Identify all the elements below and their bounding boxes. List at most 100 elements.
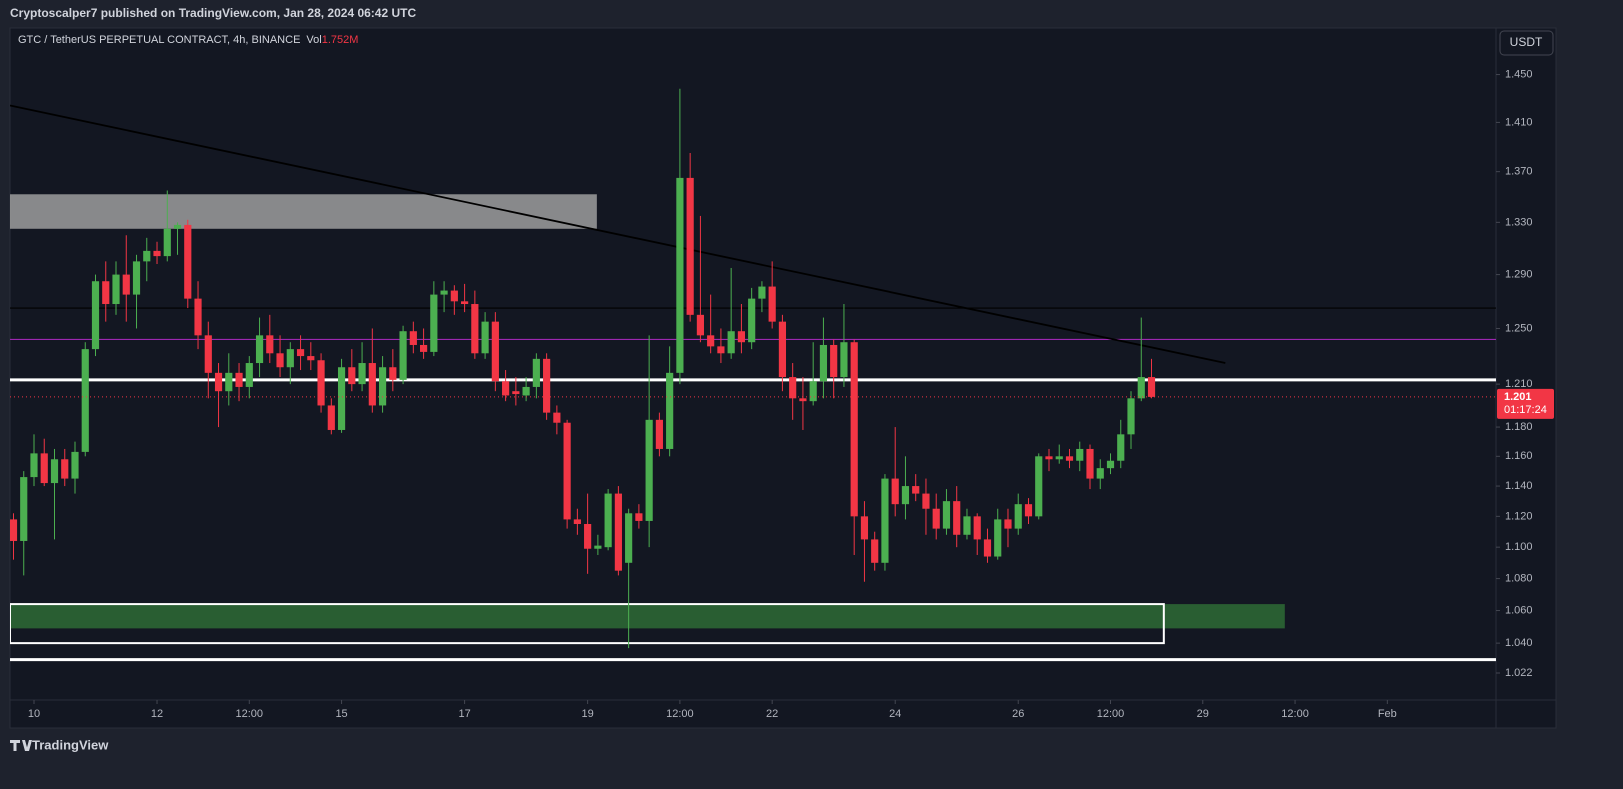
candle-body [245, 363, 253, 387]
x-tick-label: 19 [582, 708, 594, 720]
candle-body [132, 261, 141, 295]
candle-body [286, 349, 294, 368]
candle-body [81, 349, 89, 452]
candle-body [296, 349, 305, 357]
candle-body [112, 274, 120, 305]
candle-body [430, 294, 438, 352]
x-tick-label: 26 [1012, 708, 1024, 720]
candle-body [276, 353, 284, 368]
candle-body [850, 342, 858, 517]
volume: 1.752M [322, 34, 359, 46]
candle-body [1117, 434, 1125, 461]
candle-body [758, 286, 766, 299]
candle-body [409, 331, 417, 345]
x-tick-label: 22 [766, 708, 778, 720]
candle-body [809, 381, 817, 402]
y-tick-label: 1.330 [1505, 216, 1533, 228]
candle-body [399, 331, 407, 380]
candle-body [1106, 460, 1115, 469]
candle-body [91, 281, 100, 350]
candle-body [173, 224, 182, 229]
y-tick-label: 1.040 [1505, 637, 1533, 649]
last-price: 1.201 [1504, 391, 1532, 403]
zone [10, 604, 1285, 629]
candle-body [983, 539, 992, 557]
candle-body [184, 224, 192, 299]
x-tick-label: Feb [1378, 708, 1397, 720]
currency[interactable]: USDT [1510, 35, 1543, 49]
candle-body [922, 493, 930, 509]
y-tick-label: 1.370 [1505, 166, 1533, 178]
candle-body [450, 290, 458, 302]
candle-body [1076, 448, 1084, 461]
candle-body [1024, 504, 1033, 517]
candle-body [963, 516, 971, 535]
legend: GTC / TetherUS PERPETUAL CONTRACT, 4h, B… [18, 34, 358, 46]
candle-body [1035, 456, 1043, 517]
candle-body [491, 321, 499, 382]
candle-body [61, 459, 69, 479]
candle-body [737, 331, 746, 343]
candle-body [799, 398, 807, 402]
candle-body [676, 177, 684, 373]
candle-body [10, 519, 18, 541]
candle-body [1065, 456, 1074, 461]
x-tick-label: 29 [1197, 708, 1209, 720]
candle-body [1055, 456, 1063, 460]
candle-body [994, 519, 1002, 557]
trend-line [10, 104, 1226, 364]
candle-body [584, 524, 592, 549]
candle-body [389, 367, 397, 380]
candle-body [255, 335, 264, 364]
candle-body [727, 331, 735, 354]
candle-body [1004, 519, 1012, 529]
x-tick-label: 12:00 [236, 708, 264, 720]
x-tick-label: 24 [889, 708, 901, 720]
candle-body [194, 298, 202, 336]
candle-body [901, 486, 910, 505]
candle-body [1127, 398, 1135, 435]
candle-body [655, 419, 663, 449]
candle-body [891, 478, 899, 505]
candle-body [502, 381, 510, 396]
candle-body [317, 360, 325, 406]
y-tick-label: 1.100 [1505, 541, 1533, 553]
volume-label: Vol [306, 34, 321, 46]
y-tick-label: 1.290 [1505, 268, 1533, 280]
candle-body [122, 274, 130, 295]
candle-body [153, 250, 161, 257]
candle-body [204, 335, 212, 373]
x-tick-label: 12:00 [1097, 708, 1125, 720]
plot [10, 88, 1496, 662]
candle-body [789, 377, 797, 399]
y-tick-label: 1.140 [1505, 480, 1533, 492]
candle-body [553, 412, 561, 423]
currency-button[interactable] [1499, 30, 1554, 56]
candle-body [50, 459, 59, 484]
candle-body [1137, 377, 1145, 399]
y-tick-label: 1.210 [1505, 378, 1533, 390]
candle-body [1045, 456, 1053, 460]
candle-body [717, 346, 725, 354]
candle-body [214, 372, 223, 392]
y-tick-label: 1.060 [1505, 604, 1533, 616]
candle-body [543, 358, 551, 413]
y-tick-label: 1.120 [1505, 510, 1533, 522]
candle-body [327, 405, 335, 430]
candle-body [163, 228, 171, 257]
legend-name: GTC / TetherUS PERPETUAL CONTRACT, 4h, B… [18, 34, 300, 46]
candle-body [1096, 468, 1104, 479]
candle-body [71, 451, 79, 479]
candle-body [419, 344, 428, 352]
y-tick-label: 1.180 [1505, 421, 1533, 433]
candle-body [686, 177, 694, 315]
x-tick-label: 15 [335, 708, 347, 720]
candle-body [40, 453, 48, 484]
candle-body [225, 372, 233, 392]
zone [10, 194, 597, 229]
drawings [10, 88, 1496, 662]
candle-body [481, 321, 489, 354]
candle-body [871, 539, 879, 563]
last-price-box [1497, 388, 1554, 419]
